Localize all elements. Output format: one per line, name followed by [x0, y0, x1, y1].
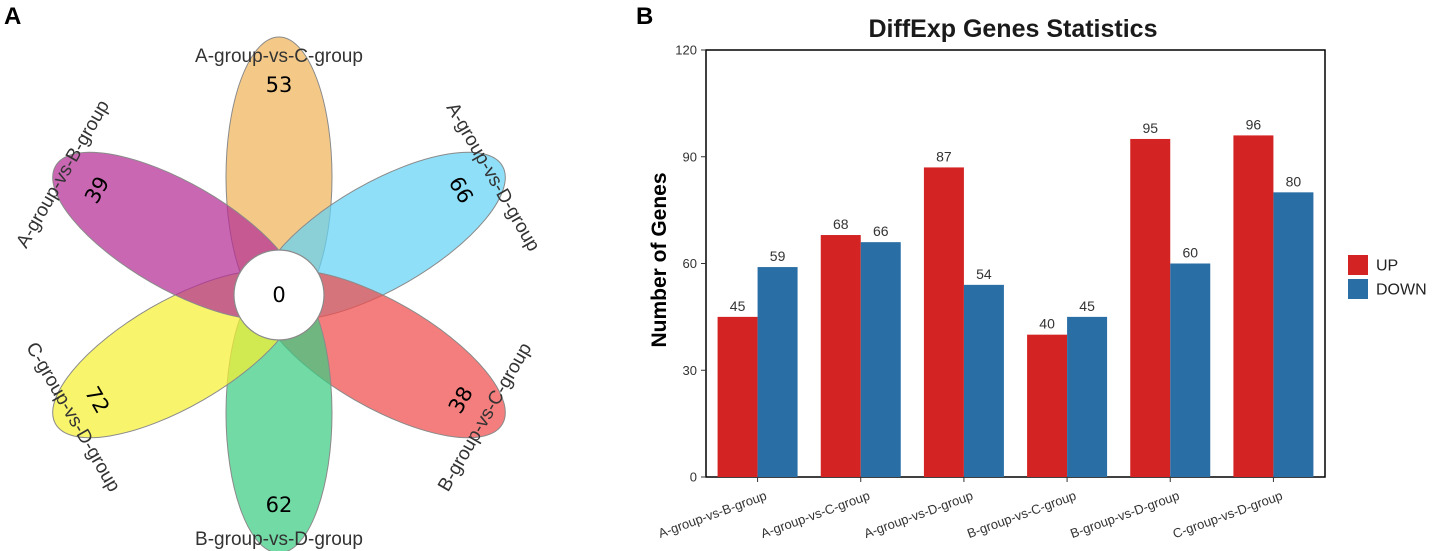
plot-frame: [705, 49, 1326, 478]
venn-diagram: 53A-group-vs-C-group66A-group-vs-D-group…: [12, 36, 544, 551]
chart-title: DiffExp Genes Statistics: [869, 15, 1158, 43]
x-tick-label-b-group-vs-c-group: B-group-vs-C-group: [965, 488, 1078, 541]
data-label-up-a-group-vs-b-group: 45: [730, 298, 746, 314]
venn-center-circle: [233, 249, 325, 341]
legend-swatch-down: [1348, 279, 1368, 299]
bar-up-a-group-vs-b-group: [717, 316, 758, 477]
data-label-down-c-group-vs-d-group: 80: [1286, 173, 1302, 189]
legend-swatch-up: [1348, 255, 1368, 275]
data-label-up-a-group-vs-d-group: 87: [936, 148, 952, 164]
bar-up-c-group-vs-d-group: [1233, 135, 1274, 477]
x-tick-label-a-group-vs-d-group: A-group-vs-D-group: [862, 488, 975, 541]
bar-down-a-group-vs-d-group: [963, 284, 1004, 477]
venn-label-a-group-vs-c-group: A-group-vs-C-group: [195, 46, 363, 67]
bar-down-c-group-vs-d-group: [1273, 192, 1314, 478]
data-label-up-b-group-vs-d-group: 95: [1142, 120, 1158, 136]
venn-count-b-group-vs-d-group: 62: [266, 493, 293, 517]
x-tick-label-a-group-vs-b-group: A-group-vs-B-group: [656, 488, 768, 541]
bar-up-b-group-vs-d-group: [1130, 138, 1171, 478]
data-label-up-b-group-vs-c-group: 40: [1039, 316, 1055, 332]
data-label-down-a-group-vs-b-group: 59: [770, 248, 786, 264]
data-label-down-a-group-vs-d-group: 54: [976, 266, 992, 282]
bar-down-a-group-vs-c-group: [860, 242, 901, 477]
bar-up-a-group-vs-d-group: [923, 167, 964, 478]
bar-up-a-group-vs-c-group: [820, 235, 861, 477]
y-tick-label: 90: [683, 149, 697, 164]
x-tick-label-a-group-vs-c-group: A-group-vs-C-group: [759, 488, 872, 541]
bar-up-b-group-vs-c-group: [1027, 334, 1068, 477]
x-tick-label-c-group-vs-d-group: C-group-vs-D-group: [1171, 488, 1285, 542]
y-tick-label: 30: [683, 363, 697, 378]
data-label-down-a-group-vs-c-group: 66: [873, 223, 889, 239]
y-axis-title: Number of Genes: [648, 172, 671, 347]
bar-down-a-group-vs-b-group: [757, 267, 798, 477]
panel-b-letter: B: [636, 3, 653, 30]
venn-center-count: 0: [272, 283, 285, 307]
x-tick-label-b-group-vs-d-group: B-group-vs-D-group: [1068, 488, 1181, 541]
venn-label-b-group-vs-d-group: B-group-vs-D-group: [195, 529, 363, 550]
data-label-down-b-group-vs-c-group: 45: [1079, 298, 1095, 314]
legend-label-down: DOWN: [1376, 282, 1427, 299]
y-tick-label: 60: [683, 256, 697, 271]
y-tick-label: 120: [675, 43, 697, 58]
data-label-up-a-group-vs-c-group: 68: [833, 216, 849, 232]
legend-label-up: UP: [1376, 258, 1398, 275]
bar-down-b-group-vs-c-group: [1067, 316, 1108, 477]
venn-count-a-group-vs-c-group: 53: [266, 73, 293, 97]
data-label-down-b-group-vs-d-group: 60: [1182, 245, 1198, 261]
bar-down-b-group-vs-d-group: [1170, 263, 1211, 477]
panel-a-letter: A: [4, 3, 21, 30]
y-tick-label: 0: [690, 470, 697, 485]
bar-chart: 0 30 60 90 120 45 59 A-group-vs-B-group 68 66 A-gr…: [656, 43, 1426, 542]
data-label-up-c-group-vs-d-group: 96: [1246, 116, 1262, 132]
